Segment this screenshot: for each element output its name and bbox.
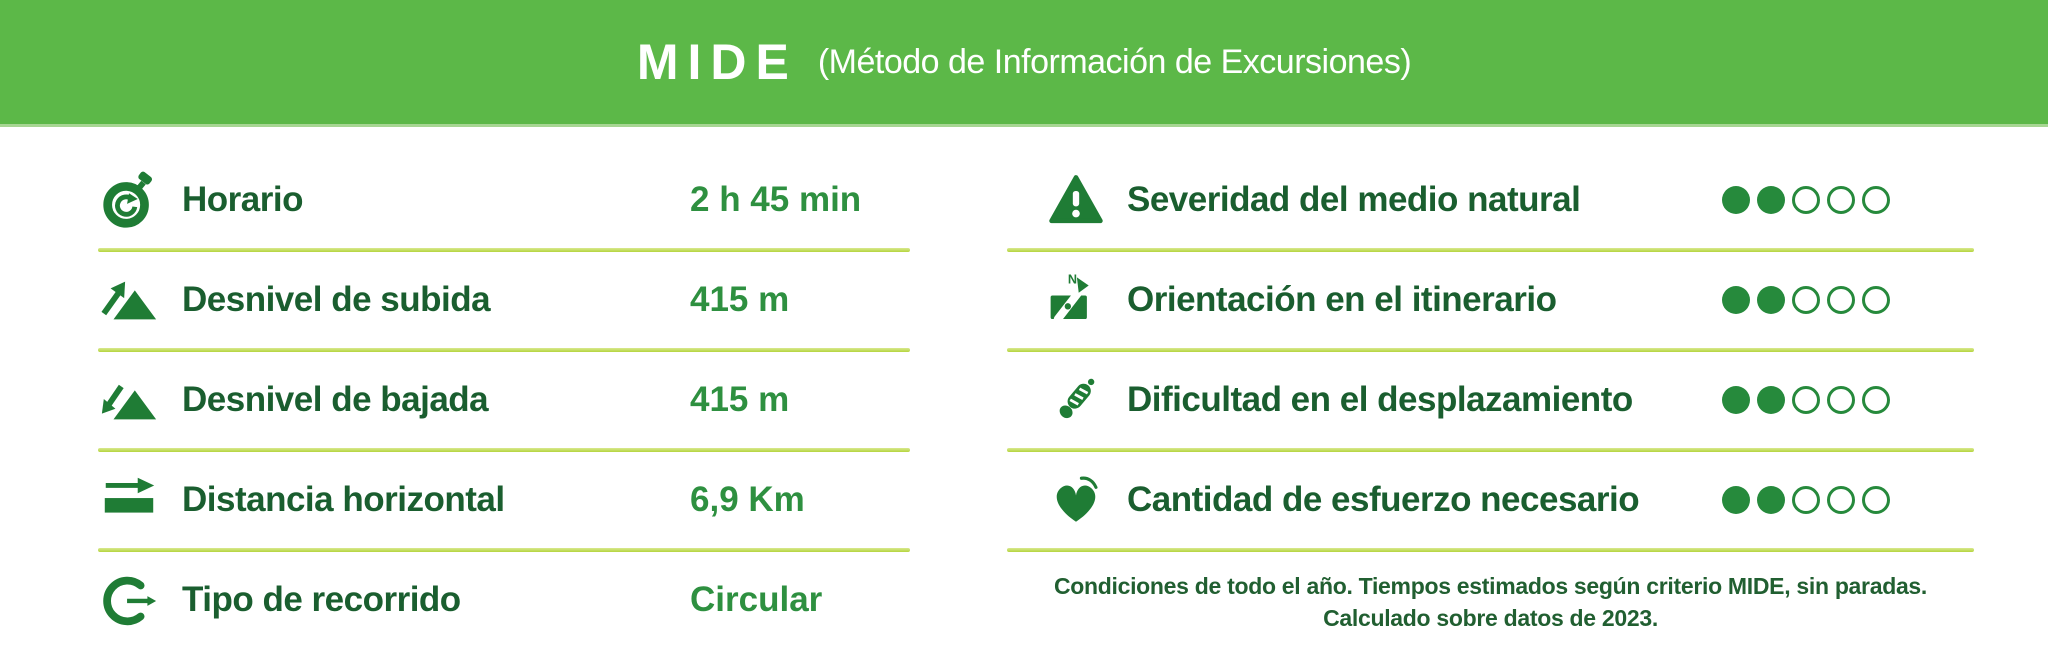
rating-label: Cantidad de esfuerzo necesario: [1127, 480, 1640, 519]
footer-line-2: Calculado sobre datos de 2023.: [1323, 605, 1658, 631]
metric-label: Horario: [182, 180, 303, 219]
header-bar: MIDE (Método de Información de Excursion…: [0, 0, 2048, 127]
row-divider: [1007, 548, 1974, 552]
metric-row: Horario 2 h 45 min: [98, 152, 910, 248]
metric-label: Tipo de recorrido: [182, 580, 461, 619]
rating-dot-empty: [1862, 186, 1890, 214]
svg-text:N: N: [1068, 273, 1077, 287]
metric-row: Tipo de recorrido Circular: [98, 552, 910, 648]
ratings-column: Severidad del medio natural N Orientació…: [1007, 152, 1974, 552]
rating-label: Severidad del medio natural: [1127, 180, 1581, 219]
metric-value: 2 h 45 min: [690, 180, 862, 219]
metric-row: Distancia horizontal 6,9 Km: [98, 452, 910, 548]
rating-dot-empty: [1792, 486, 1820, 514]
rating-label: Dificultad en el desplazamiento: [1127, 380, 1633, 419]
rating-dot-filled: [1757, 486, 1785, 514]
metric-label: Desnivel de subida: [182, 280, 491, 319]
rating-row: Cantidad de esfuerzo necesario: [1007, 452, 1974, 548]
rating-dots: [1722, 286, 1890, 314]
rating-label: Orientación en el itinerario: [1127, 280, 1557, 319]
metric-value: Circular: [690, 580, 823, 619]
row-divider: [98, 348, 910, 352]
rating-dot-empty: [1827, 486, 1855, 514]
heart-icon: [1047, 471, 1105, 529]
row-divider: [98, 548, 910, 552]
footer-note: Condiciones de todo el año. Tiempos esti…: [1007, 570, 1974, 634]
stopwatch-icon: [98, 169, 160, 231]
metric-row: Desnivel de subida 415 m: [98, 252, 910, 348]
metric-label: Desnivel de bajada: [182, 380, 489, 419]
row-divider: [98, 248, 910, 252]
row-divider: [98, 448, 910, 452]
rating-row: Severidad del medio natural: [1007, 152, 1974, 248]
map-compass-icon: N: [1047, 271, 1105, 329]
footer-line-1: Condiciones de todo el año. Tiempos esti…: [1053, 573, 1928, 599]
rating-dot-empty: [1862, 486, 1890, 514]
rating-dot-filled: [1722, 286, 1750, 314]
metric-value: 415 m: [690, 380, 790, 419]
rating-dot-empty: [1792, 286, 1820, 314]
metric-value: 6,9 Km: [690, 480, 805, 519]
rating-dot-filled: [1722, 386, 1750, 414]
metrics-column: Horario 2 h 45 min Desnivel de subida 415 …: [98, 152, 910, 648]
mide-logo: MIDE: [636, 34, 798, 90]
rating-dot-empty: [1827, 186, 1855, 214]
route-icon: [98, 569, 160, 631]
rating-dot-filled: [1757, 386, 1785, 414]
rating-dots: [1722, 386, 1890, 414]
header-subtitle: (Método de Información de Excursiones): [817, 43, 1412, 81]
rating-dot-filled: [1722, 486, 1750, 514]
metric-label: Distancia horizontal: [182, 480, 505, 519]
ascent-icon: [98, 269, 160, 331]
rating-dot-empty: [1827, 286, 1855, 314]
rating-dot-empty: [1862, 286, 1890, 314]
rating-dot-filled: [1757, 286, 1785, 314]
rating-dots: [1722, 186, 1890, 214]
row-divider: [1007, 448, 1974, 452]
metric-row: Desnivel de bajada 415 m: [98, 352, 910, 448]
row-divider: [1007, 348, 1974, 352]
descent-icon: [98, 369, 160, 431]
rating-dot-filled: [1722, 186, 1750, 214]
metric-value: 415 m: [690, 280, 790, 319]
footprint-icon: [1047, 371, 1105, 429]
rating-dot-empty: [1827, 386, 1855, 414]
rating-dot-filled: [1757, 186, 1785, 214]
distance-icon: [98, 469, 160, 531]
rating-dot-empty: [1792, 186, 1820, 214]
rating-dots: [1722, 486, 1890, 514]
rating-row: Dificultad en el desplazamiento: [1007, 352, 1974, 448]
row-divider: [1007, 248, 1974, 252]
rating-row: N Orientación en el itinerario: [1007, 252, 1974, 348]
warning-icon: [1047, 171, 1105, 229]
rating-dot-empty: [1862, 386, 1890, 414]
rating-dot-empty: [1792, 386, 1820, 414]
